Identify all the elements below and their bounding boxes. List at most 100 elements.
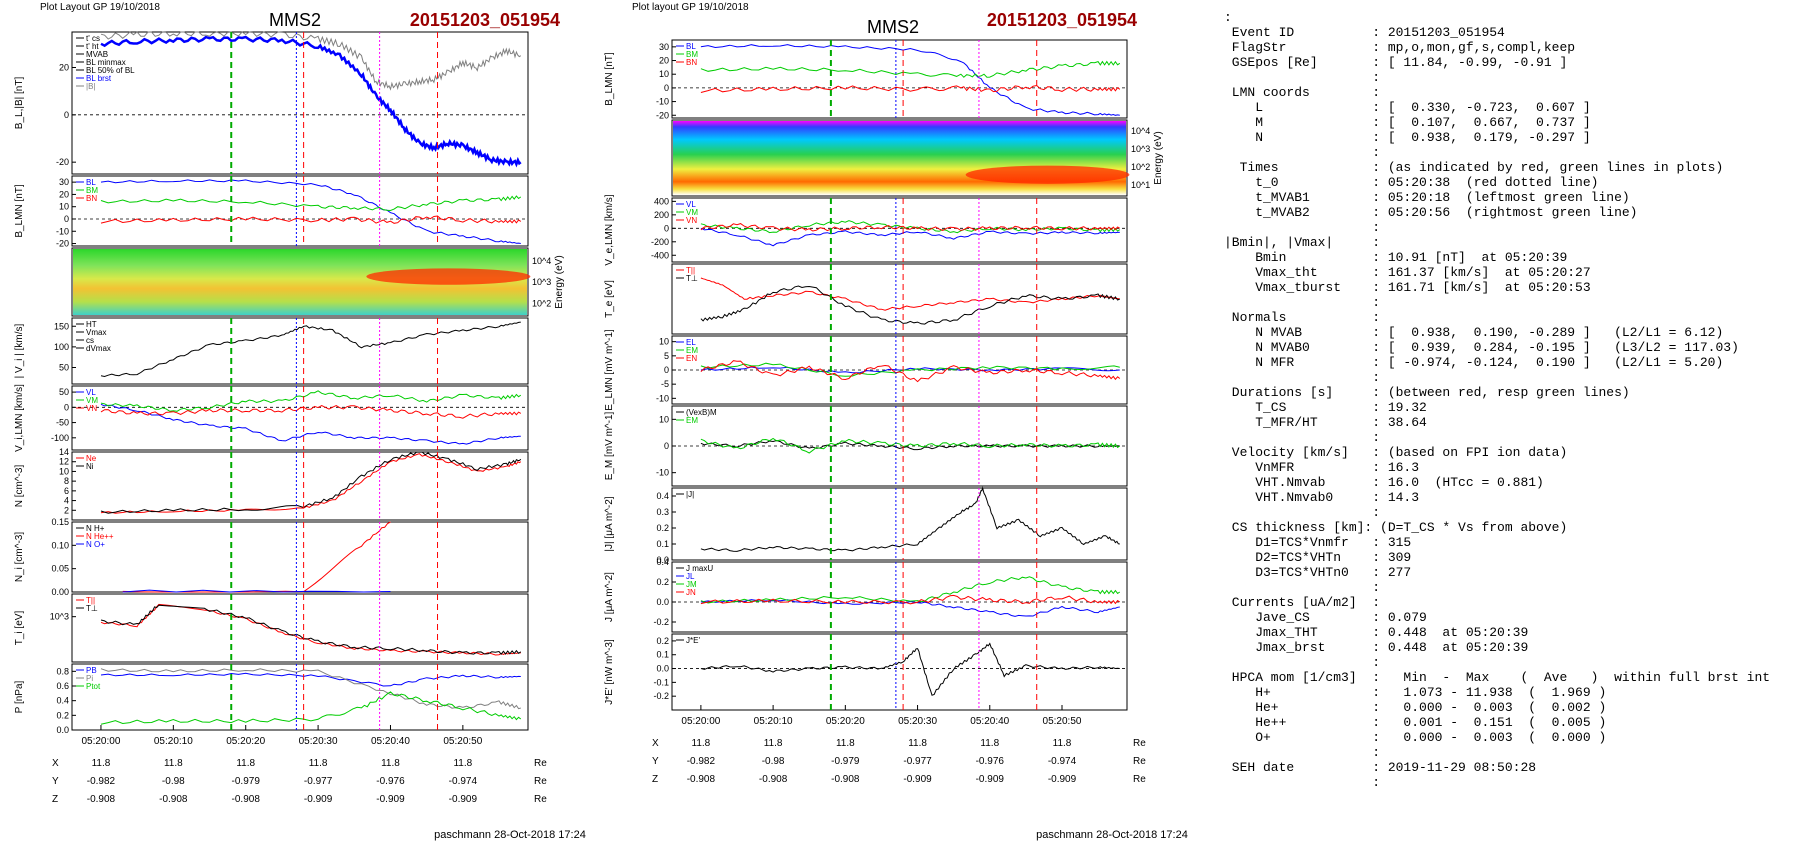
- right-ytick-label: -0.1: [653, 677, 669, 687]
- right-series-line: [700, 277, 1120, 311]
- left-ytick-label: 150: [54, 321, 69, 331]
- left-ytick-label: 10: [59, 466, 69, 476]
- right-ephem-unit: Re: [1133, 738, 1146, 749]
- left-legend-label: BL minmax: [86, 58, 126, 67]
- right-ephem-value: 11.8: [764, 738, 783, 749]
- left-series-line: [100, 691, 522, 725]
- left-legend-label: Ni: [86, 462, 94, 471]
- right-ephem-name: Y: [652, 756, 659, 767]
- left-series-line: [100, 672, 521, 687]
- info-line: GSEpos [Re] : [ 11.84, -0.99, -0.91 ]: [1224, 55, 1568, 70]
- left-ytick-label: 0.6: [56, 681, 69, 691]
- left-panel-frame: [71, 247, 529, 317]
- right-ephem-value: -0.908: [687, 774, 716, 785]
- left-legend-label: VL: [86, 388, 96, 397]
- left-ephem-value: -0.908: [232, 794, 261, 805]
- info-line: L : [ 0.330, -0.723, 0.607 ]: [1224, 100, 1591, 115]
- info-line: D3=TCS*VHTn0 : 277: [1224, 565, 1412, 580]
- event-summary-text: : Event ID : 20151203_051954 FlagStr : m…: [1224, 10, 1794, 790]
- left-spectrogram-ylabel: Energy (eV): [554, 255, 565, 308]
- left-legend-label: PB: [86, 666, 97, 675]
- right-xtick-label: 05:20:20: [826, 716, 865, 727]
- info-line: t_0 : 05:20:38 (red dotted line): [1224, 175, 1599, 190]
- left-panel-7: 0.15 0.10 0.05 0.00 N_i [cm^-3] N H+N He++N O…: [14, 517, 529, 597]
- right-spacecraft-title: MMS2: [867, 17, 919, 37]
- left-ytick-label: 30: [59, 177, 69, 187]
- left-ylabel: N_i [cm^-3]: [14, 532, 25, 582]
- left-panel-frame: [71, 31, 529, 175]
- left-ephem-name: Z: [52, 794, 58, 805]
- info-line: Velocity [km/s] : (based on FPI ion data…: [1224, 445, 1568, 460]
- left-ytick-label: 50: [59, 387, 69, 397]
- info-line: Normals :: [1224, 310, 1381, 325]
- right-ylabel: V_e,LMN [km/s]: [604, 194, 615, 265]
- right-series-line: [700, 576, 1121, 604]
- info-line: Jmax_THT : 0.448 at 05:20:39: [1224, 625, 1529, 640]
- left-ytick-label: -100: [51, 433, 69, 443]
- left-ytick-label: 0.8: [56, 666, 69, 676]
- left-ytick-label: 0.00: [51, 587, 69, 597]
- info-line: Vmax_tburst : 161.71 [km/s] at 05:20:53: [1224, 280, 1591, 295]
- left-ytick-label: 0: [64, 110, 69, 120]
- info-line: |Bmin|, |Vmax| :: [1224, 235, 1381, 250]
- left-legend-label: N H+: [86, 524, 105, 533]
- right-ytick-label: -10: [656, 393, 669, 403]
- right-series-line: [700, 84, 1121, 93]
- left-series-line: [122, 589, 391, 593]
- left-ytick-label: 50: [59, 363, 69, 373]
- info-line: He++ : 0.001 - 0.151 ( 0.005 ): [1224, 715, 1607, 730]
- right-xtick-label: 05:20:00: [681, 716, 720, 727]
- right-ytick-label: 30: [659, 42, 669, 52]
- left-series-line: [100, 604, 522, 656]
- right-spectrogram: [673, 121, 1126, 195]
- left-ytick-label: -50: [56, 418, 69, 428]
- right-ephem-value: -0.908: [759, 774, 788, 785]
- left-series-line: [100, 195, 522, 212]
- info-line: Times : (as indicated by red, green line…: [1224, 160, 1724, 175]
- right-legend-label: JL: [686, 572, 695, 581]
- info-line: VnMFR : 16.3: [1224, 460, 1420, 475]
- info-line: :: [1224, 70, 1381, 85]
- right-ytick-label: 0.2: [656, 636, 669, 646]
- left-legend-label: T||: [86, 596, 95, 605]
- right-ephem-unit: Re: [1133, 774, 1146, 785]
- left-panel-frame: [71, 451, 529, 521]
- right-ephem-value: 11.8: [1053, 738, 1072, 749]
- right-legend-label: T||: [686, 266, 695, 275]
- left-spacecraft-title: MMS2: [269, 10, 321, 30]
- right-time-axis: 05:20:00 05:20:10 05:20:20 05:20:30 05:20:40…: [652, 705, 1146, 785]
- left-ephem-value: -0.977: [304, 776, 333, 787]
- right-ytick-label: 0.2: [656, 577, 669, 587]
- left-ytick-label: 0: [64, 214, 69, 224]
- left-ylabel: N [cm^-3]: [14, 465, 25, 508]
- right-ytick-label: 0.0: [656, 597, 669, 607]
- left-ephem-value: -0.98: [162, 776, 185, 787]
- info-line: :: [1224, 370, 1381, 385]
- right-ytick-label: 10: [659, 414, 669, 424]
- right-series-line: [700, 362, 1120, 377]
- left-legend-label: BL: [86, 178, 96, 187]
- left-ytick-label: 0.15: [51, 517, 69, 527]
- right-footer: paschmann 28-Oct-2018 17:24: [1036, 829, 1188, 841]
- right-panel-frame: [671, 561, 1128, 633]
- left-xtick-label: 05:20:30: [299, 736, 338, 747]
- right-legend-label: BN: [686, 58, 697, 67]
- info-line: :: [1224, 775, 1381, 790]
- left-ephem-value: 11.8: [381, 758, 400, 769]
- info-line: :: [1224, 220, 1381, 235]
- right-ytick-label: 0.0: [656, 555, 669, 565]
- left-ytick-label: 100: [54, 342, 69, 352]
- right-panel-frame: [671, 487, 1128, 561]
- right-ytick-label: 0: [664, 83, 669, 93]
- right-ylabel: B_LMN [nT]: [604, 52, 615, 106]
- info-line: FlagStr : mp,o,mon,gf,s,compl,keep: [1224, 40, 1576, 55]
- left-series-line: [100, 179, 521, 244]
- left-series-line: [100, 35, 522, 168]
- left-series-line: [100, 215, 522, 224]
- left-series-line: [100, 403, 521, 445]
